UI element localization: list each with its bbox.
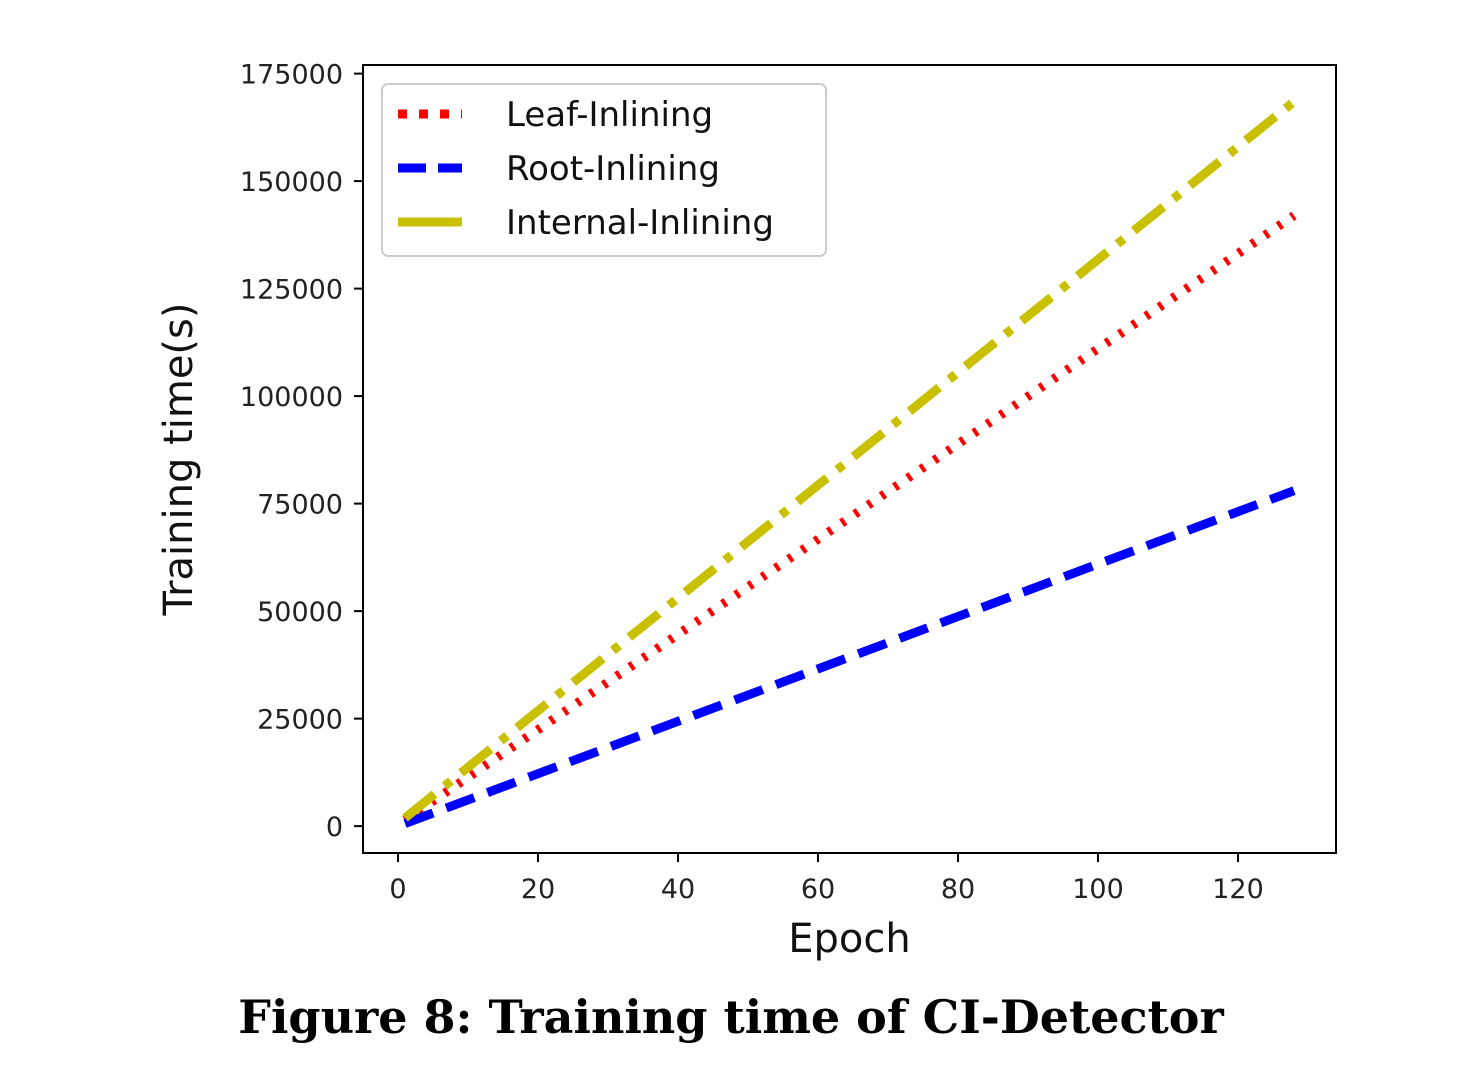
legend-label: Internal-Inlining xyxy=(506,203,774,243)
x-tick-label: 100 xyxy=(1072,874,1124,905)
x-tick-label: 80 xyxy=(941,874,975,905)
x-tick-label: 20 xyxy=(521,874,555,905)
x-tick-label: 120 xyxy=(1212,874,1264,905)
y-tick-label: 175000 xyxy=(240,60,343,91)
legend-box xyxy=(381,83,827,257)
y-axis-title: Training time(s) xyxy=(156,303,202,617)
series-line-leaf-inlining xyxy=(402,211,1297,824)
y-tick-label: 150000 xyxy=(240,167,343,198)
figure-caption: Figure 8: Training time of CI-Detector xyxy=(238,990,1224,1044)
y-tick-label: 100000 xyxy=(240,382,343,413)
x-axis-title: Epoch xyxy=(788,916,910,962)
x-axis: 0 20 40 60 80 100 120 xyxy=(389,853,1264,905)
y-tick-label: 75000 xyxy=(257,490,343,521)
series-line-root-inlining xyxy=(403,486,1296,828)
x-tick-label: 60 xyxy=(801,874,835,905)
legend-label: Leaf-Inlining xyxy=(506,95,713,135)
series-line-internal-inlining xyxy=(402,98,1297,822)
line-chart: 0 20 40 60 80 100 120 0 25000 50000 75000 100000 12… xyxy=(156,60,1337,962)
legend-label: Root-Inlining xyxy=(506,149,720,189)
legend: Leaf-Inlining Root-Inlining Internal-Inlin… xyxy=(381,83,827,257)
plot-lines xyxy=(402,98,1297,828)
y-tick-label: 25000 xyxy=(257,705,343,736)
legend-entries: Leaf-Inlining Root-Inlining Internal-Inlin… xyxy=(398,95,774,243)
y-tick-label: 0 xyxy=(326,812,343,843)
y-axis: 0 25000 50000 75000 100000 125000 150000 175000 xyxy=(240,60,363,843)
y-tick-label: 50000 xyxy=(257,597,343,628)
x-tick-label: 40 xyxy=(661,874,695,905)
x-tick-label: 0 xyxy=(389,874,406,905)
plot-frame xyxy=(362,64,1337,854)
y-tick-label: 125000 xyxy=(240,275,343,306)
